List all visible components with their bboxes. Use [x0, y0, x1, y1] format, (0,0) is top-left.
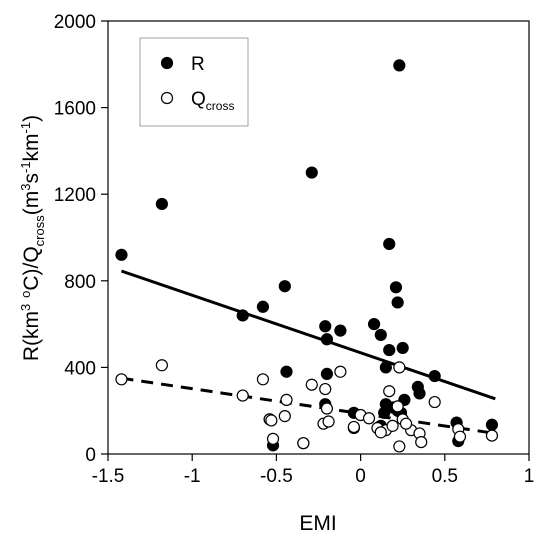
point-r: [320, 367, 334, 380]
legend-label-r: R: [191, 54, 205, 75]
point-r: [413, 387, 426, 400]
point-q-cross: [362, 412, 376, 425]
x-tick-label: -1: [184, 466, 201, 487]
point-q-cross: [265, 414, 278, 427]
legend-marker-r: [160, 56, 174, 70]
point-q-cross: [305, 378, 318, 391]
ticks-layer: -1.5 -1 -0.5 0 0.5 1 0 400 800 1200 1600 2000: [54, 12, 535, 487]
point-q-cross: [236, 389, 249, 402]
legend-box: [139, 37, 249, 127]
point-q-cross: [334, 365, 347, 378]
point-q-cross: [415, 435, 428, 449]
point-r: [320, 333, 334, 346]
plot-frame: [107, 20, 530, 455]
point-r: [115, 248, 128, 261]
point-q-cross: [391, 400, 404, 413]
point-q-cross: [347, 420, 360, 434]
point-r: [383, 237, 396, 251]
point-r: [236, 309, 249, 322]
point-q-cross: [322, 415, 335, 428]
x-tick-label: 0.5: [432, 466, 458, 487]
trend-lines-layer: [120, 269, 496, 435]
point-r: [379, 361, 392, 374]
point-r: [485, 418, 499, 431]
point-q-cross: [319, 382, 332, 396]
point-q-cross: [383, 385, 396, 398]
y-tick-label: 1200: [54, 185, 96, 206]
point-q-cross: [428, 395, 441, 409]
point-q-cross: [320, 402, 334, 415]
point-q-cross: [453, 430, 467, 443]
point-q-cross: [485, 429, 499, 442]
point-r: [155, 197, 168, 211]
x-tick-label: 1: [524, 466, 535, 487]
point-q-cross: [393, 361, 406, 374]
y-tick-label: 2000: [54, 12, 96, 33]
point-q-cross: [297, 437, 310, 450]
x-axis-title: EMI: [299, 512, 336, 535]
point-r: [374, 328, 387, 342]
point-q-cross: [399, 417, 413, 430]
point-q-cross: [280, 393, 293, 406]
y-tick-label: 800: [64, 272, 96, 293]
x-tick-label: -0.5: [260, 466, 293, 487]
point-r: [278, 280, 291, 293]
point-r: [319, 320, 332, 333]
y-tick-label: 400: [64, 358, 96, 379]
legend: R Qcross: [139, 37, 249, 127]
x-tick-label: -1.5: [92, 466, 125, 487]
point-q-cross: [115, 373, 128, 386]
points-layer: [115, 59, 499, 453]
point-r: [389, 281, 403, 294]
point-q-cross: [155, 359, 168, 372]
point-r: [280, 365, 293, 378]
point-r: [367, 318, 381, 331]
y-tick-label: 1600: [54, 99, 96, 120]
point-r: [379, 398, 392, 411]
point-r: [396, 341, 409, 355]
trend-line-q-dashed: [121, 376, 496, 435]
point-r: [393, 59, 406, 72]
point-q-cross: [386, 419, 399, 432]
x-tick-label: 0: [355, 466, 366, 487]
point-r: [305, 166, 318, 179]
legend-label-q: Qcross: [191, 89, 234, 113]
point-q-cross: [278, 410, 291, 423]
y-tick-label: 0: [85, 445, 96, 466]
point-q-cross: [266, 432, 280, 445]
point-q-cross: [393, 440, 406, 453]
point-r: [383, 343, 396, 357]
point-q-cross: [374, 426, 387, 439]
point-r: [256, 300, 270, 313]
point-q-cross: [256, 373, 270, 386]
point-r: [391, 296, 404, 309]
point-r: [428, 369, 441, 383]
legend-marker-q: [160, 91, 174, 105]
y-axis-title: R(km3 oC)/Qcross(m3s-1km-1): [18, 115, 47, 361]
point-r: [334, 324, 347, 337]
